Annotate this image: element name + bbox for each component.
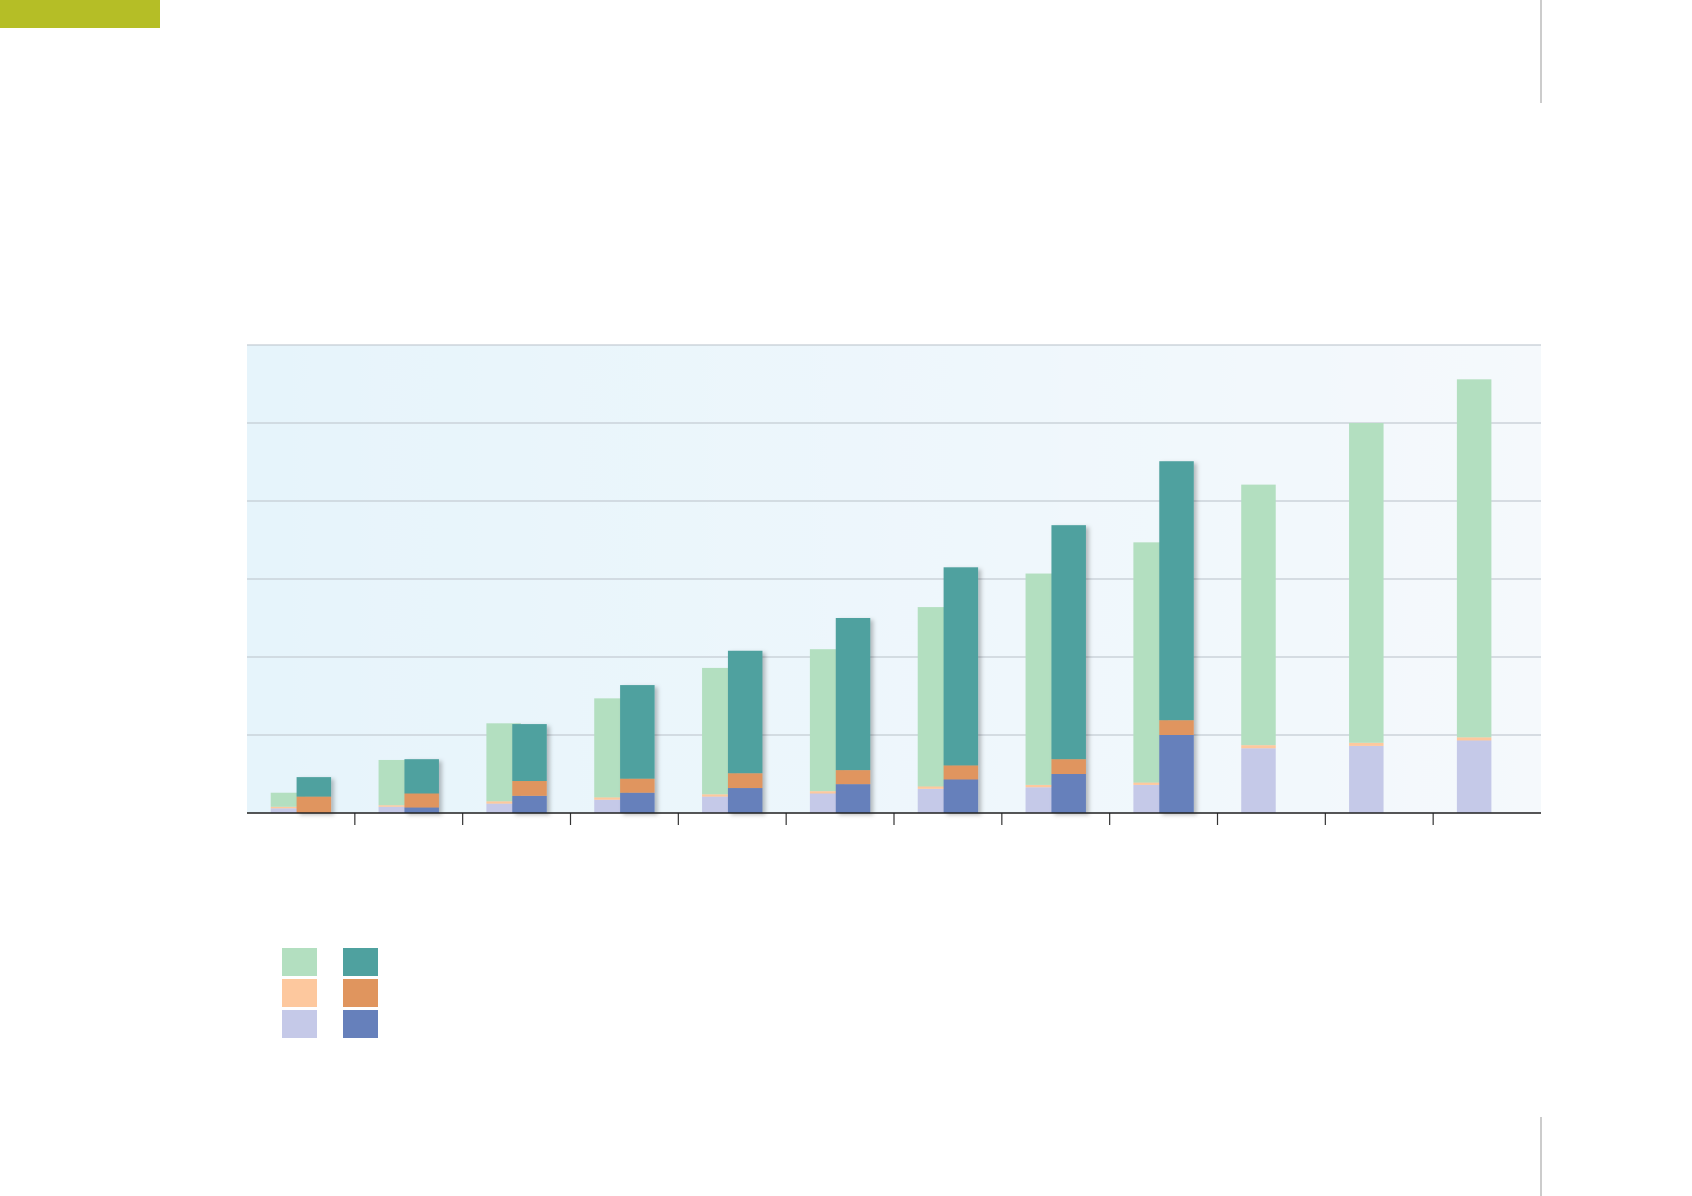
bar-segment <box>835 770 871 785</box>
bar-segment <box>1241 484 1276 746</box>
bar-segment <box>512 724 547 782</box>
bar-segment <box>727 788 763 813</box>
bar-segment <box>1051 774 1086 813</box>
bar-segment <box>727 650 763 774</box>
bar-segment <box>917 786 953 789</box>
bar-segment <box>1456 737 1492 741</box>
bar-segment <box>270 808 306 813</box>
bar-stack-group <box>296 461 1194 813</box>
bar-segment <box>1241 748 1276 813</box>
bar-segment <box>943 779 979 813</box>
bar-segment <box>512 795 547 813</box>
bar-segment <box>1051 525 1086 760</box>
bar-segment <box>1456 379 1492 738</box>
legend-swatch <box>343 1010 378 1038</box>
bar-segment <box>296 777 332 797</box>
bar-segment <box>296 796 332 813</box>
bar-segment <box>620 778 655 793</box>
bar-segment <box>702 794 737 797</box>
bar-segment <box>835 618 871 771</box>
bar-segment <box>378 806 414 813</box>
plot <box>247 344 1541 1038</box>
header-tab <box>0 0 160 28</box>
legend-swatch <box>343 979 378 1007</box>
bar-segment <box>1133 782 1168 785</box>
bar-segment <box>1159 461 1194 721</box>
legend-swatch <box>282 1010 317 1038</box>
bar-segment <box>1349 742 1384 746</box>
bar-segment <box>1159 720 1194 735</box>
bar-segment <box>404 807 439 813</box>
bar-segment <box>620 685 655 779</box>
bar-segment <box>809 791 845 794</box>
bar-segment <box>727 773 763 789</box>
legend-swatch <box>282 979 317 1007</box>
bar-segment <box>486 801 521 804</box>
bar-segment <box>1241 745 1276 749</box>
bar-segment <box>620 792 655 813</box>
bar-segment <box>270 806 306 809</box>
bar-segment <box>1159 735 1194 813</box>
bar-segment <box>1025 784 1061 788</box>
bar-segment <box>512 781 547 796</box>
bar-segment <box>486 803 521 813</box>
bar-segment <box>835 784 871 813</box>
bar-segment <box>404 793 439 808</box>
bar-segment <box>1349 423 1384 743</box>
bar-segment <box>943 765 979 780</box>
legend-swatch <box>282 948 317 976</box>
bar-segment <box>594 797 629 800</box>
bar-segment <box>378 805 414 807</box>
bar-segment <box>1349 745 1384 813</box>
bar-segment <box>1456 740 1492 813</box>
bar-segment <box>943 567 979 766</box>
bar-segment <box>1051 759 1086 774</box>
bar-segment <box>404 759 439 794</box>
legend-swatch <box>343 948 378 976</box>
